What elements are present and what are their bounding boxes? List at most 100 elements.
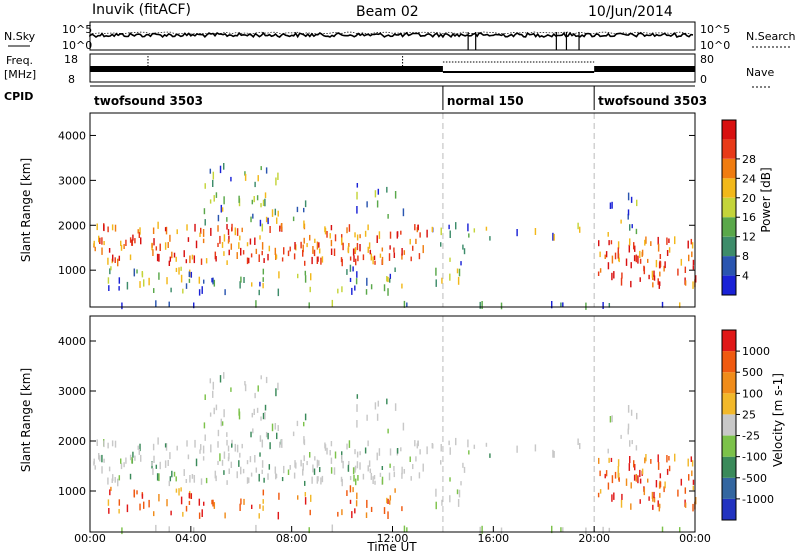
power-cell	[341, 237, 343, 246]
cpid-row: twofsound 3503 normal 150 twofsound 3503	[94, 86, 707, 110]
velocity-cell	[684, 502, 687, 508]
velocity-cell	[244, 381, 246, 386]
power-cell	[668, 238, 670, 243]
power-cell	[254, 181, 256, 188]
power-cell	[217, 242, 219, 247]
power-cell	[294, 242, 296, 250]
power-cell	[93, 240, 95, 247]
power-cell	[226, 217, 228, 222]
velocity-cell	[330, 457, 333, 464]
power-cell	[214, 251, 217, 260]
power-cell	[410, 256, 412, 262]
power-cell	[107, 257, 109, 265]
power-cell	[303, 220, 305, 229]
power-cell	[312, 246, 314, 254]
power-cell	[449, 230, 451, 238]
power-cell	[562, 302, 564, 307]
power-cell	[374, 190, 377, 198]
power-cell	[637, 255, 639, 264]
power-cell	[692, 265, 695, 270]
colorbar-tick-label: 8	[742, 250, 749, 263]
y-tick-label: 3000	[58, 174, 86, 187]
velocity-cell	[613, 492, 615, 500]
velocity-cell	[621, 493, 623, 500]
power-cell	[468, 233, 470, 238]
power-cell	[609, 202, 612, 209]
cpid-segment-label: twofsound 3503	[94, 94, 203, 108]
power-cell	[318, 242, 320, 248]
velocity-cell	[139, 443, 141, 452]
power-cell	[188, 278, 191, 283]
velocity-cell	[368, 460, 371, 467]
power-cell	[577, 222, 579, 230]
power-cell	[234, 227, 237, 236]
power-cell	[635, 254, 638, 263]
velocity-cell	[456, 489, 459, 495]
power-cell	[354, 232, 356, 238]
velocity-cell	[334, 451, 337, 459]
power-cell	[630, 196, 633, 203]
y-tick-label: 2000	[58, 435, 86, 448]
power-cell	[277, 288, 280, 297]
power-cell	[167, 242, 169, 248]
power-cell	[169, 234, 171, 242]
power-cell	[611, 255, 614, 264]
power-cell	[194, 223, 196, 232]
velocity-cell	[349, 499, 352, 504]
power-cell	[199, 232, 201, 237]
power-cell	[620, 277, 623, 286]
velocity-cell	[341, 454, 343, 463]
power-cell	[178, 267, 180, 275]
power-cell	[458, 268, 461, 277]
velocity-cell	[193, 475, 196, 483]
velocity-cell	[303, 421, 305, 427]
velocity-cell	[473, 444, 476, 449]
velocity-cell	[241, 443, 243, 449]
power-cell	[131, 239, 133, 246]
power-cell	[389, 273, 392, 279]
power-cell	[264, 192, 267, 199]
velocity-cell	[378, 448, 381, 456]
power-cell	[653, 270, 655, 277]
velocity-cell	[202, 456, 205, 461]
velocity-cell	[426, 446, 428, 455]
velocity-cell	[221, 459, 224, 466]
velocity-cell	[431, 443, 434, 449]
velocity-cell	[655, 480, 658, 488]
power-cell	[597, 271, 600, 276]
colorbar-frame	[721, 119, 737, 296]
power-cell	[139, 281, 141, 288]
power-cell	[331, 299, 334, 308]
power-cell	[692, 281, 694, 289]
power-cell	[355, 258, 357, 266]
velocity-cell	[262, 489, 265, 496]
power-cell	[401, 248, 403, 256]
power-cell	[370, 284, 373, 290]
velocity-cell	[259, 435, 262, 442]
power-cell	[114, 224, 117, 232]
velocity-cell	[481, 525, 483, 534]
velocity-cell	[132, 451, 134, 458]
noise-search-line	[89, 31, 691, 35]
power-cell	[374, 260, 376, 265]
velocity-cell	[387, 428, 389, 434]
velocity-cell	[155, 524, 157, 532]
power-cell	[275, 254, 278, 259]
velocity-cell	[120, 458, 122, 464]
power-cell	[166, 277, 168, 285]
velocity-cell	[634, 464, 636, 471]
velocity-cell	[167, 460, 169, 466]
velocity-cell	[303, 455, 305, 462]
velocity-cell	[254, 392, 256, 399]
velocity-cell	[324, 442, 326, 449]
power-cell	[293, 253, 296, 260]
velocity-cell	[479, 526, 481, 534]
velocity-cell	[238, 408, 240, 416]
velocity-cell	[448, 440, 450, 446]
velocity-cell	[246, 460, 249, 465]
velocity-cell	[449, 495, 451, 503]
power-cell	[265, 216, 268, 223]
velocity-cell	[355, 478, 357, 486]
velocity-cell	[138, 449, 141, 455]
power-cell	[223, 196, 225, 205]
